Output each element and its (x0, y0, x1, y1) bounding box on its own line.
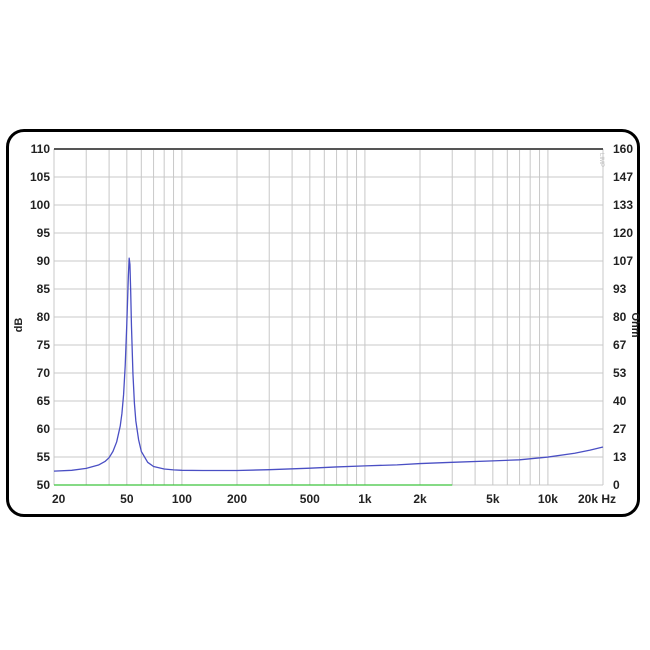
left-axis-ticks: 110 105 100 95 90 85 80 75 70 65 60 55 50 (30, 142, 50, 492)
x-tick-label: 50 (120, 492, 134, 506)
y-tick-label: 90 (37, 254, 51, 268)
y-tick-label: 60 (37, 422, 51, 436)
y-tick-label: 80 (37, 310, 51, 324)
x-tick-label: 500 (300, 492, 320, 506)
y2-tick-label: 147 (613, 170, 633, 184)
y2-tick-label: 80 (613, 310, 627, 324)
x-tick-label: 5k (486, 492, 500, 506)
y-tick-label: 55 (37, 450, 51, 464)
y2-tick-label: 53 (613, 366, 627, 380)
y-tick-label: 105 (30, 170, 50, 184)
watermark-text: LIMP (598, 153, 604, 167)
x-tick-label: 10k (538, 492, 558, 506)
x-axis-ticks: 20 50 100 200 500 1k 2k 5k 10k 20k Hz (52, 492, 616, 506)
y2-tick-label: 40 (613, 394, 627, 408)
x-tick-label: 200 (227, 492, 247, 506)
x-tick-label: 20k Hz (578, 492, 616, 506)
right-axis-ticks: 160 147 133 120 107 93 80 67 53 40 27 13 0 (613, 142, 633, 492)
impedance-curve (53, 257, 604, 472)
y-tick-label: 65 (37, 394, 51, 408)
y2-tick-label: 107 (613, 254, 633, 268)
y2-tick-label: 93 (613, 282, 627, 296)
x-tick-label: 1k (358, 492, 372, 506)
y-tick-label: 100 (30, 198, 50, 212)
y-axis-title: dB (13, 318, 25, 333)
y-tick-label: 50 (37, 478, 51, 492)
y2-tick-label: 160 (613, 142, 633, 156)
series-layer (53, 257, 604, 486)
y2-tick-label: 67 (613, 338, 627, 352)
x-tick-label: 100 (172, 492, 192, 506)
y2-tick-label: 27 (613, 422, 627, 436)
y2-axis-title: Ohm (629, 312, 641, 337)
y2-tick-label: 13 (613, 450, 627, 464)
x-tick-label: 20 (52, 492, 66, 506)
horizontal-grid (54, 148, 603, 486)
y-tick-label: 110 (31, 142, 51, 156)
y-tick-label: 75 (37, 338, 51, 352)
x-tick-label: 2k (413, 492, 427, 506)
y2-tick-label: 0 (613, 478, 620, 492)
y2-tick-label: 120 (613, 226, 633, 240)
y-tick-label: 85 (37, 282, 51, 296)
y-tick-label: 95 (37, 226, 51, 240)
y2-tick-label: 133 (613, 198, 633, 212)
chart-frame: 110 105 100 95 90 85 80 75 70 65 60 55 50 160 147 133 1… (6, 129, 641, 517)
y-tick-label: 70 (37, 366, 51, 380)
